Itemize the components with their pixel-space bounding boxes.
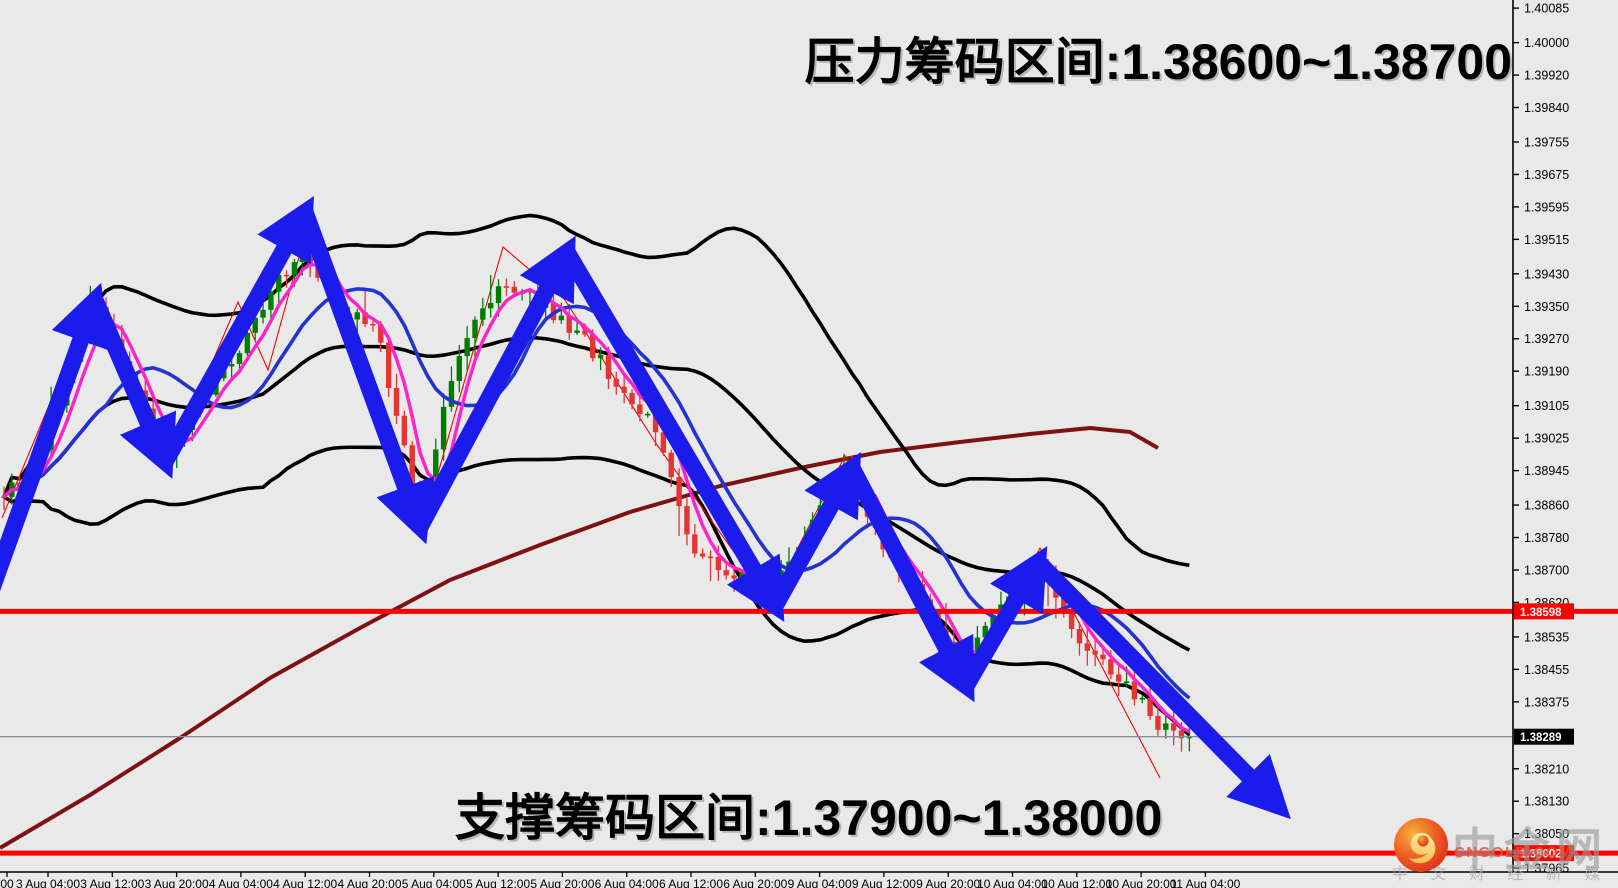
time-tick-label: 11 Aug 04:00 xyxy=(1170,877,1240,888)
time-tick-label: 9 Aug 12:00 xyxy=(852,877,916,888)
price-tick-label: 1.39840 xyxy=(1524,101,1569,115)
price-tick-label: 1.38375 xyxy=(1524,695,1569,709)
price-tag-box xyxy=(1514,603,1574,620)
time-tick-label: 3 Aug 20:00 xyxy=(145,877,209,888)
time-tick-label: 5 Aug 20:00 xyxy=(530,877,594,888)
support-range-annotation: 支撑筹码区间:1.37900~1.38000 xyxy=(455,790,1163,846)
time-tick-label: 4 Aug 12:00 xyxy=(273,877,337,888)
price-tick-label: 1.39515 xyxy=(1524,233,1569,247)
time-tick-label: 10 Aug 04:00 xyxy=(977,877,1048,888)
price-tick-label: 1.39270 xyxy=(1524,332,1569,346)
price-tag-box xyxy=(1514,845,1574,862)
long-ma-line xyxy=(0,426,1159,850)
time-tick-label: 3 Aug 12:00 xyxy=(80,877,144,888)
time-tick-label: 3 Aug 04:00 xyxy=(16,877,80,888)
price-tick-label: 1.38130 xyxy=(1524,795,1569,809)
resistance-range-annotation: 压力筹码区间:1.38600~1.38700 xyxy=(804,34,1512,90)
price-tick-label: 1.39350 xyxy=(1524,300,1569,314)
zigzag-line xyxy=(1,233,1161,779)
logo-tagline-text: 中 文 财 经 新 媒 体 xyxy=(1392,866,1618,883)
price-tick-label: 1.39675 xyxy=(1524,168,1569,182)
logo-swirl-shape xyxy=(1409,832,1436,864)
price-tag-label: 1.38002 xyxy=(1520,849,1562,861)
time-tick-label: 4 Aug 04:00 xyxy=(209,877,273,888)
time-tick-label: 10 Aug 12:00 xyxy=(1041,877,1112,888)
price-tag-label: 1.38598 xyxy=(1520,607,1562,619)
price-tick-label: 1.39920 xyxy=(1524,69,1569,83)
price-tick-label: 1.37965 xyxy=(1524,862,1569,876)
time-tick-label: 6 Aug 20:00 xyxy=(723,877,787,888)
trend-arrows xyxy=(0,195,1291,820)
price-tick-label: 1.38945 xyxy=(1524,464,1569,478)
cngold-logo-icon xyxy=(1394,818,1448,872)
fast-ma-line xyxy=(2,262,1191,734)
time-tick-label: 5 Aug 04:00 xyxy=(402,877,466,888)
price-tick-label: 1.40000 xyxy=(1524,36,1569,50)
price-tick-label: 1.40085 xyxy=(1524,2,1569,16)
price-tick-label: 1.38535 xyxy=(1524,630,1569,644)
cngold-watermark-logo: 中金网 CNGOLD.COM 中 文 财 经 新 媒 体 xyxy=(1392,814,1618,883)
price-tag-label: 1.38289 xyxy=(1520,732,1562,744)
time-tick-label: 4 Aug 20:00 xyxy=(337,877,401,888)
time-tick-label: 6 Aug 04:00 xyxy=(595,877,659,888)
price-tick-label: 1.39755 xyxy=(1524,135,1569,149)
price-tick-label: 1.39595 xyxy=(1524,200,1569,214)
logo-brand-text: 中金网 xyxy=(1452,824,1608,876)
time-tick-label: 00 xyxy=(0,877,14,888)
price-tags: 1.38598 1.38289 1.38002 xyxy=(1514,603,1574,862)
price-tick-label: 1.38860 xyxy=(1524,499,1569,513)
time-tick-label: 9 Aug 20:00 xyxy=(916,877,980,888)
logo-domain-text: CNGOLD.COM xyxy=(1454,844,1574,861)
price-tick-label: 1.38455 xyxy=(1524,663,1569,677)
price-tag-box xyxy=(1514,728,1574,745)
price-tick-label: 1.39190 xyxy=(1524,365,1569,379)
price-tick-label: 1.38780 xyxy=(1524,531,1569,545)
time-axis-labels: 00 3 Aug 04:00 3 Aug 12:00 3 Aug 20:00 4 Aug… xyxy=(0,872,1241,888)
price-tick-label: 1.38210 xyxy=(1524,762,1569,776)
price-tick-label: 1.39430 xyxy=(1524,267,1569,281)
time-tick-label: 10 Aug 20:00 xyxy=(1106,877,1177,888)
price-tick-label: 1.38050 xyxy=(1524,827,1569,841)
price-tick-label: 1.39105 xyxy=(1524,399,1569,413)
time-tick-label: 6 Aug 12:00 xyxy=(659,877,723,888)
price-tick-label: 1.39025 xyxy=(1524,432,1569,446)
time-tick-label: 9 Aug 04:00 xyxy=(788,877,852,888)
price-tick-label: 1.38700 xyxy=(1524,563,1569,577)
time-tick-label: 5 Aug 12:00 xyxy=(466,877,530,888)
